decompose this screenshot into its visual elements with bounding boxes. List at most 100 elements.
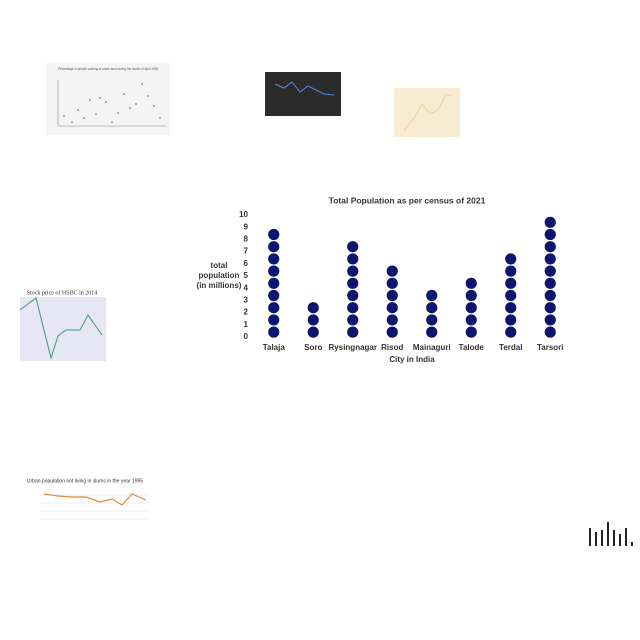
dot [347, 289, 359, 302]
dot [426, 326, 438, 338]
dot [386, 326, 398, 338]
y-tick-label: 8 [244, 235, 249, 244]
x-tick-label: Talode [459, 343, 485, 352]
dot [544, 265, 556, 277]
thumbnail-title: Stock price of HSBC in 2014 [27, 289, 98, 296]
thumbnail-line [43, 493, 147, 506]
dot [426, 314, 438, 326]
dot [544, 289, 556, 302]
dot [386, 314, 398, 326]
thumbnail-line [19, 297, 103, 360]
y-tick-label: 9 [244, 222, 249, 231]
thumbnail-title: Percentage of people working in urban ar… [58, 66, 159, 71]
y-tick-label: 6 [244, 259, 249, 268]
y-axis-label: (in millions) [197, 281, 242, 290]
x-axis-label: City in India [389, 355, 435, 364]
x-tick-label: Tarsori [537, 343, 564, 352]
dot [465, 314, 477, 326]
dot-column [347, 241, 359, 338]
dot [505, 253, 517, 265]
y-tick-label: 3 [244, 296, 249, 305]
x-tick-label: Risod [381, 343, 403, 352]
dot [544, 326, 556, 338]
thumbnail-tiny-dots [589, 522, 633, 546]
scatter-dots [63, 83, 161, 123]
thumbnail-beige-line [394, 88, 460, 137]
dot-column [426, 289, 438, 338]
x-tick-label: Talaja [263, 343, 286, 352]
dot [268, 265, 280, 277]
dot [505, 302, 517, 314]
dot-column [544, 216, 556, 338]
dot [268, 289, 280, 302]
y-tick-label: 5 [244, 271, 249, 280]
dot [544, 253, 556, 265]
dot [347, 253, 359, 265]
dot [268, 314, 280, 326]
thumbnail-dark-line [265, 72, 341, 116]
x-tick-label: Mainaguri [413, 343, 451, 352]
dot [426, 302, 438, 314]
thumbnail-hsbc: Stock price of HSBC in 2014 [19, 289, 106, 361]
dot [386, 289, 398, 302]
dot [268, 302, 280, 314]
dot [347, 277, 359, 289]
dot [465, 289, 477, 302]
dot-column [465, 277, 477, 338]
dot [505, 277, 517, 289]
dot [347, 314, 359, 326]
dot-column [505, 253, 517, 338]
x-tick-label: Soro [304, 343, 322, 352]
dot [268, 326, 280, 338]
dot [544, 228, 556, 241]
y-axis-label: population [199, 271, 240, 280]
dot [268, 241, 280, 253]
dot-column [268, 228, 280, 338]
dot [268, 228, 280, 241]
dot [426, 289, 438, 302]
dot [505, 314, 517, 326]
y-tick-label: 0 [244, 332, 249, 341]
dot [307, 326, 319, 338]
dot [347, 265, 359, 277]
thumbnail-line [403, 93, 453, 131]
dot [386, 277, 398, 289]
dot [386, 302, 398, 314]
dot [465, 277, 477, 289]
dot [307, 314, 319, 326]
dot [544, 216, 556, 228]
dot [268, 253, 280, 265]
dot [465, 302, 477, 314]
dot [347, 302, 359, 314]
thumbnail-line [274, 81, 335, 96]
x-tick-label: Rysingnagar [329, 343, 377, 352]
dot [505, 289, 517, 302]
dot [544, 241, 556, 253]
y-tick-label: 10 [239, 210, 248, 219]
dot [544, 302, 556, 314]
x-tick-label: Terdal [499, 343, 522, 352]
dot-column [386, 265, 398, 338]
dot [544, 277, 556, 289]
dot [268, 277, 280, 289]
thumbnail-grid [40, 494, 150, 520]
thumbnail-title: Urban population not living in slums in … [27, 478, 143, 484]
chart-title: Total Population as per census of 2021 [329, 195, 486, 205]
dot [347, 241, 359, 253]
y-tick-label: 7 [244, 247, 249, 256]
y-tick-label: 2 [244, 308, 249, 317]
dot [307, 302, 319, 314]
dot [465, 326, 477, 338]
thumbnail-frame [46, 63, 170, 135]
y-tick-label: 4 [244, 283, 249, 292]
tiny-dots [589, 522, 633, 546]
thumbnail-urban: Urban population not living in slums in … [27, 478, 150, 520]
dot-column [307, 302, 319, 338]
dot [544, 314, 556, 326]
thumbnail-scatter: Percentage of people working in urban ar… [46, 63, 170, 135]
thumbnail-plot [20, 297, 106, 361]
y-tick-label: 1 [244, 320, 249, 329]
y-axis-label: total [211, 261, 228, 270]
